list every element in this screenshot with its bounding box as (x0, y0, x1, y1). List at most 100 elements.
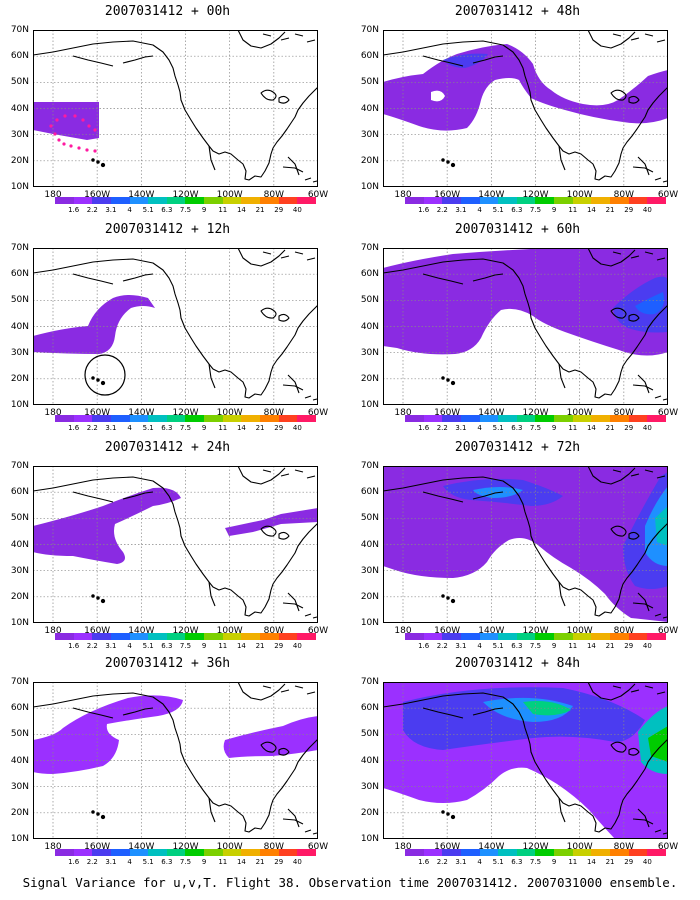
colorbar-swatch (166, 415, 186, 422)
variance-contour-area (225, 508, 318, 536)
latitude-tick-label: 30N (10, 129, 29, 140)
variance-contour-area (383, 248, 668, 356)
latitude-tick-label: 60N (10, 487, 29, 498)
longitude-tick-label: 140W (128, 626, 155, 636)
latitude-tick-label: 20N (10, 155, 29, 166)
longitude-tick-label: 80W (613, 842, 635, 852)
colorbar-label: 29 (624, 206, 634, 214)
colorbar (405, 415, 666, 422)
longitude-tick-label: 160W (84, 408, 111, 418)
longitude-tick-label: 80W (263, 190, 285, 200)
colorbar-swatch (498, 197, 517, 204)
longitude-tick-label: 120W (172, 842, 199, 852)
colorbar-label: 5.1 (492, 424, 504, 432)
colorbar (55, 849, 316, 856)
colorbar-label: 14 (586, 858, 596, 866)
longitude-tick-label: 160W (434, 190, 461, 200)
colorbar-label: 4 (477, 424, 482, 432)
colorbar-swatch (498, 415, 517, 422)
colorbar-swatch (405, 415, 424, 422)
colorbar-label: 29 (624, 424, 634, 432)
colorbar-label: 9 (551, 642, 557, 650)
latitude-tick-label: 60N (360, 269, 379, 280)
colorbar-swatch (55, 849, 74, 856)
map-frame (383, 30, 668, 187)
colorbar-swatch (554, 415, 573, 422)
colorbar-label: 5.1 (492, 642, 504, 650)
colorbar-swatch (460, 633, 480, 640)
colorbar-label: 6.3 (161, 206, 173, 214)
colorbar-label: 40 (642, 206, 652, 214)
colorbar-swatch (554, 633, 573, 640)
latitude-tick-label: 70N (10, 677, 29, 687)
colorbar-swatch (92, 415, 111, 422)
colorbar-swatch (442, 415, 461, 422)
longitude-tick-label: 80W (263, 626, 285, 636)
colorbar-swatch (516, 415, 536, 422)
longitude-tick-label: 120W (172, 626, 199, 636)
colorbar (55, 415, 316, 422)
colorbar-swatch (166, 849, 186, 856)
colorbar-label: 5.1 (492, 858, 504, 866)
colorbar-label: 6.3 (511, 858, 523, 866)
colorbar-label: 11 (568, 424, 578, 432)
variance-contour-area (383, 466, 668, 622)
latitude-tick-label: 20N (360, 591, 379, 602)
flight-track-point (93, 128, 97, 132)
colorbar-swatch (185, 197, 205, 204)
map-panel: 2007031412 + 60h 70N 60N 50N 40N 30N 20N 10N 180… (350, 218, 685, 433)
colorbar-swatch (278, 849, 298, 856)
colorbar-swatch (297, 849, 316, 856)
longitude-tick-label: 160W (434, 408, 461, 418)
longitude-tick-label: 140W (478, 842, 505, 852)
colorbar-swatch (498, 633, 517, 640)
map-panel: 2007031412 + 24h 70N 60N 50N 40N 30N 20N 10N 180… (0, 436, 335, 651)
longitude-tick-label: 140W (128, 842, 155, 852)
longitude-tick-label: 160W (434, 842, 461, 852)
latitude-tick-label: 20N (360, 155, 379, 166)
colorbar-swatch (260, 849, 279, 856)
colorbar-label: 1.6 (68, 642, 80, 650)
colorbar-swatch (423, 633, 443, 640)
colorbar-labels: 1.6 2.2 3.1 4 5.1 6.3 7.5 9 11 14 21 29 40 (55, 424, 316, 434)
colorbar-swatch (610, 415, 629, 422)
colorbar-swatch (610, 849, 629, 856)
colorbar-swatch (110, 849, 130, 856)
longitude-tick-label: 80W (263, 842, 285, 852)
colorbar-swatch (628, 197, 648, 204)
flight-track-point (69, 144, 73, 148)
latitude-tick-label: 70N (10, 243, 29, 253)
variance-map (33, 466, 318, 623)
longitude-tick-label: 100W (216, 190, 243, 200)
colorbar-label: 1.6 (68, 424, 80, 432)
colorbar-label: 40 (292, 424, 302, 432)
variance-map (33, 30, 318, 187)
longitude-tick-label: 180 (394, 842, 412, 852)
map-frame (33, 466, 318, 623)
variance-map (383, 30, 668, 187)
variance-contour-area (443, 53, 488, 68)
colorbar-label: 2.2 (436, 424, 448, 432)
latitude-tick-label: 50N (10, 729, 29, 740)
latitude-tick-label: 10N (10, 182, 29, 192)
latitude-tick-label: 10N (10, 834, 29, 844)
colorbar-label: 14 (236, 424, 246, 432)
colorbar-label: 2.2 (436, 858, 448, 866)
colorbar-swatch (129, 415, 149, 422)
colorbar-label: 40 (292, 642, 302, 650)
latitude-tick-label: 30N (360, 781, 379, 792)
colorbar-label: 1.6 (418, 206, 430, 214)
colorbar-swatch (260, 197, 279, 204)
colorbar-label: 11 (568, 858, 578, 866)
colorbar (55, 197, 316, 204)
colorbar-label: 40 (642, 642, 652, 650)
colorbar-label: 1.6 (418, 424, 430, 432)
panel-title: 2007031412 + 36h (104, 656, 231, 671)
colorbar-swatch (204, 197, 223, 204)
colorbar-label: 9 (201, 206, 207, 214)
longitude-tick-label: 140W (128, 190, 155, 200)
colorbar-swatch (297, 197, 316, 204)
latitude-tick-label: 30N (360, 129, 379, 140)
colorbar-swatch (297, 415, 316, 422)
colorbar-label: 14 (236, 206, 246, 214)
